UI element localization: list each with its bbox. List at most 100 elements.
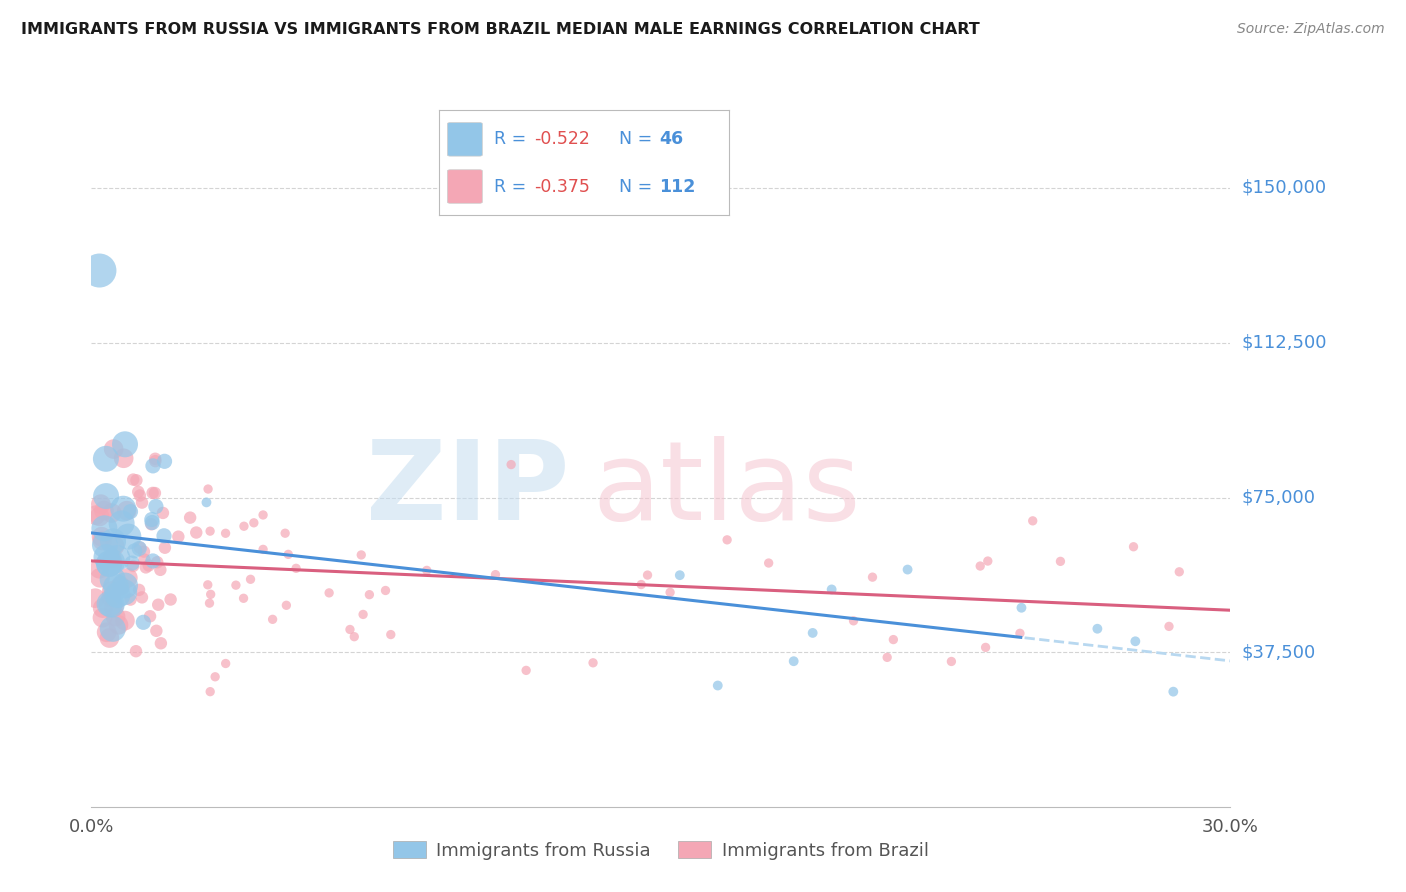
Point	[105, 580, 128, 594]
Point	[132, 615, 155, 630]
Point	[94, 489, 117, 503]
Point	[897, 563, 920, 577]
Point	[112, 501, 135, 516]
Text: Source: ZipAtlas.com: Source: ZipAtlas.com	[1237, 22, 1385, 37]
Point	[112, 585, 135, 599]
Point	[225, 578, 247, 592]
Point	[374, 583, 396, 598]
Point	[659, 585, 682, 599]
Point	[179, 510, 201, 524]
Point	[350, 548, 373, 562]
Point	[233, 519, 256, 533]
Point	[141, 516, 163, 530]
Point	[149, 636, 172, 650]
Point	[1010, 600, 1032, 615]
Point	[977, 554, 1000, 568]
Point	[142, 486, 165, 500]
Point	[105, 588, 128, 602]
Text: $112,500: $112,500	[1241, 334, 1327, 351]
Point	[84, 508, 107, 523]
Point	[141, 517, 163, 532]
Point	[112, 451, 135, 466]
Point	[128, 541, 150, 556]
Point	[252, 542, 274, 557]
Point	[125, 473, 148, 487]
Point	[94, 538, 117, 552]
Text: $75,000: $75,000	[1241, 489, 1316, 507]
Point	[318, 586, 340, 600]
Point	[100, 584, 122, 599]
Point	[239, 572, 262, 586]
Point	[104, 539, 127, 553]
Point	[101, 555, 124, 569]
Point	[148, 598, 170, 612]
Point	[138, 558, 160, 573]
Point	[128, 541, 150, 555]
Point	[115, 503, 138, 517]
Point	[1049, 554, 1071, 568]
Point	[121, 556, 143, 570]
Point	[515, 664, 537, 678]
Point	[582, 656, 605, 670]
Point	[416, 563, 439, 577]
Point	[274, 526, 297, 541]
Point	[143, 486, 166, 500]
Point	[198, 684, 221, 698]
Point	[153, 541, 176, 555]
Point	[343, 630, 366, 644]
Point	[135, 560, 157, 574]
Point	[186, 525, 208, 540]
Point	[153, 454, 176, 468]
Point	[1122, 540, 1144, 554]
Point	[1125, 634, 1147, 648]
Point	[630, 577, 652, 591]
Point	[276, 599, 298, 613]
Point	[352, 607, 374, 622]
Point	[232, 591, 254, 606]
Point	[1008, 626, 1031, 640]
Point	[941, 655, 963, 669]
Point	[90, 497, 112, 511]
Point	[117, 571, 139, 585]
Point	[122, 558, 145, 573]
Point	[96, 550, 118, 565]
Point	[758, 556, 780, 570]
Point	[862, 570, 884, 584]
Point	[134, 552, 156, 566]
Point	[277, 547, 299, 561]
Point	[114, 578, 136, 592]
Point	[669, 568, 692, 582]
Point	[197, 482, 219, 496]
Point	[111, 516, 134, 531]
Point	[214, 526, 236, 541]
Point	[103, 599, 125, 614]
Point	[145, 500, 167, 514]
Point	[139, 609, 162, 624]
Point	[84, 591, 107, 606]
Point	[167, 530, 190, 544]
Point	[128, 582, 150, 597]
Point	[89, 562, 111, 576]
Point	[262, 612, 284, 626]
Text: IMMIGRANTS FROM RUSSIA VS IMMIGRANTS FROM BRAZIL MEDIAN MALE EARNINGS CORRELATIO: IMMIGRANTS FROM RUSSIA VS IMMIGRANTS FRO…	[21, 22, 980, 37]
Point	[131, 495, 153, 509]
Point	[359, 588, 381, 602]
Point	[821, 582, 844, 597]
Point	[114, 614, 136, 628]
Point	[94, 451, 117, 466]
Point	[122, 473, 145, 487]
Point	[146, 555, 169, 569]
Point	[91, 601, 114, 615]
Point	[198, 596, 221, 610]
Point	[100, 591, 122, 605]
Point	[252, 508, 274, 522]
Point	[100, 598, 122, 612]
Point	[153, 529, 176, 543]
Point	[501, 458, 523, 472]
Text: atlas: atlas	[592, 436, 860, 543]
Point	[101, 572, 124, 586]
Point	[285, 561, 308, 575]
Point	[801, 626, 824, 640]
Point	[152, 506, 174, 520]
Point	[204, 670, 226, 684]
